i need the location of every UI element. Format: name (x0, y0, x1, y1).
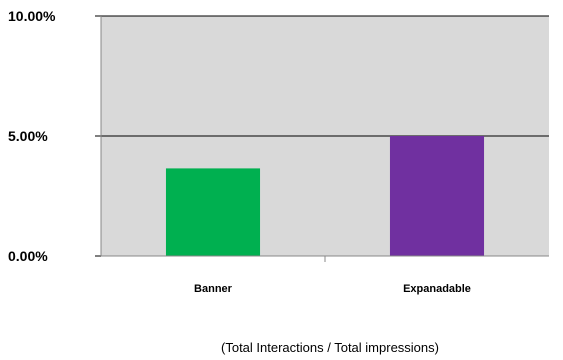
x-tick-labels: Banner Expanadable (194, 283, 471, 295)
x-axis-note: (Total Interactions / Total impressions) (221, 340, 439, 355)
y-tick-label: 5.00% (8, 128, 48, 144)
x-tick-label: Expanadable (403, 283, 471, 295)
y-tick-label: 0.00% (8, 248, 48, 264)
bars (165, 136, 485, 256)
x-tick-label: Banner (194, 283, 233, 295)
bar-banner (165, 168, 261, 256)
axes (100, 16, 549, 262)
y-tick-label: 10.00% (8, 8, 56, 24)
bar-expanadable (389, 136, 485, 256)
y-tick-labels: 0.00% 5.00% 10.00% (8, 8, 56, 264)
